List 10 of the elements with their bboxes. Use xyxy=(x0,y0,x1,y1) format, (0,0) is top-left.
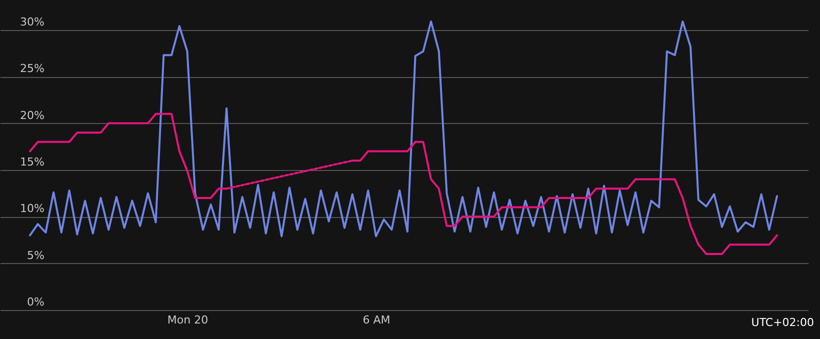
y-tick-label: 20% xyxy=(20,108,44,122)
y-tick-label: 0% xyxy=(27,296,44,308)
text: UTC+02:00 xyxy=(751,316,814,329)
y-tick-label: 10% xyxy=(20,202,44,216)
x-tick-label: Mon 20 xyxy=(167,314,208,326)
y-tick-label: 30% xyxy=(20,15,44,28)
y-tick-label: 25% xyxy=(20,62,44,76)
x-tick-label: 6 AM xyxy=(362,314,390,326)
y-tick-label: 15% xyxy=(20,155,44,168)
y-tick-label: 5% xyxy=(27,248,44,262)
